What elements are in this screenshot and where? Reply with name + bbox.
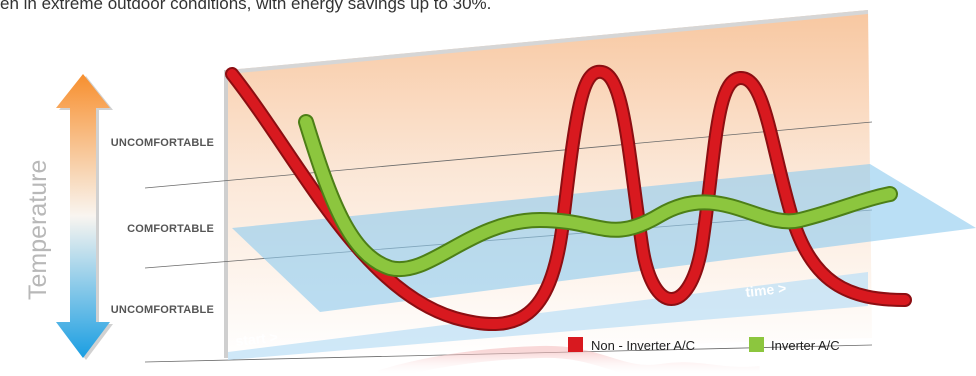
non-inverter-curve <box>227 66 910 330</box>
legend-label-non-inverter: Non - Inverter A/C <box>591 338 695 353</box>
zone-label-middle: COMFORTABLE <box>127 223 214 235</box>
time-floor <box>228 272 868 360</box>
start-label: start > <box>235 329 279 349</box>
zone-label-top: UNCOMFORTABLE <box>111 137 214 149</box>
legend-swatch-non-inverter <box>568 337 583 352</box>
zone-line-top <box>144 121 873 189</box>
legend-label-inverter: Inverter A/C <box>771 338 840 353</box>
legend: Non - Inverter A/C Inverter A/C <box>568 337 840 353</box>
legend-swatch-inverter <box>749 337 764 352</box>
temperature-axis-label: Temperature <box>24 160 52 300</box>
wall-left-edge <box>224 70 228 358</box>
temperature-arrow <box>56 74 113 360</box>
caption-text: en in extreme outdoor conditions, with e… <box>0 0 492 13</box>
non-inverter-reflection <box>378 345 761 376</box>
inverter-curve <box>300 116 896 276</box>
time-label: time > <box>745 280 787 300</box>
zone-label-bottom: UNCOMFORTABLE <box>111 304 214 316</box>
wall-top-edge <box>228 10 868 74</box>
